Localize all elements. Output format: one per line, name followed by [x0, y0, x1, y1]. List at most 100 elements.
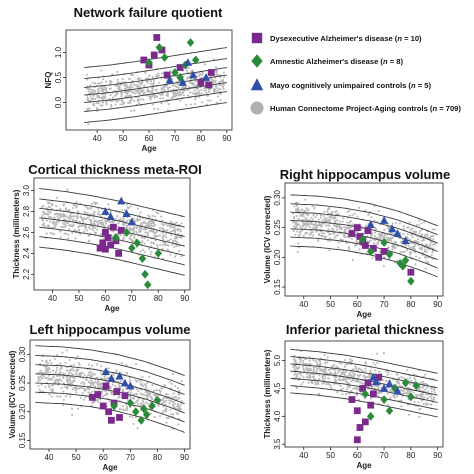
control-point: [321, 375, 324, 379]
control-point: [72, 380, 75, 383]
control-point: [92, 226, 95, 229]
control-point: [45, 219, 48, 222]
point-dys: [116, 414, 123, 421]
control-point: [295, 376, 298, 379]
control-point: [345, 381, 348, 384]
control-point: [341, 220, 344, 223]
control-point: [322, 214, 325, 217]
control-point: [97, 101, 100, 104]
control-point: [325, 372, 328, 375]
control-point: [55, 223, 58, 226]
control-point: [60, 379, 63, 382]
control-point: [128, 206, 131, 209]
control-point: [89, 370, 92, 373]
control-point: [338, 227, 342, 230]
control-point: [405, 226, 409, 229]
control-point: [379, 235, 382, 238]
point-dys: [104, 234, 112, 242]
control-point: [299, 360, 302, 363]
control-point: [302, 368, 305, 371]
control-point: [128, 415, 132, 418]
point-amn: [380, 395, 388, 404]
control-point: [184, 89, 187, 92]
control-point: [104, 93, 107, 96]
control-point: [325, 368, 328, 371]
control-point: [322, 219, 325, 222]
control-point: [190, 81, 193, 84]
control-point: [106, 219, 109, 223]
percentile-curve-3: [84, 82, 227, 103]
control-point: [414, 263, 417, 266]
control-point: [124, 95, 127, 98]
control-point: [64, 224, 67, 227]
control-point: [65, 208, 68, 211]
control-point: [123, 224, 126, 227]
control-point: [312, 370, 315, 373]
control-point: [422, 239, 425, 242]
point-mayo: [117, 196, 126, 205]
point-dys: [105, 408, 113, 416]
control-point: [414, 255, 418, 258]
control-point: [55, 222, 58, 225]
control-point: [89, 375, 92, 378]
control-point: [128, 78, 131, 81]
control-point: [120, 379, 123, 382]
control-point: [408, 413, 411, 416]
control-point: [42, 222, 45, 225]
control-point: [424, 373, 427, 376]
control-point: [345, 393, 348, 396]
control-point: [166, 224, 169, 227]
control-point: [172, 413, 175, 416]
control-point: [87, 123, 90, 126]
control-point: [107, 224, 110, 227]
control-point: [72, 204, 75, 207]
control-point: [300, 208, 304, 211]
control-point: [356, 215, 359, 218]
control-point: [89, 384, 92, 387]
control-point: [50, 384, 53, 387]
control-point: [321, 235, 324, 238]
control-point: [393, 396, 396, 399]
control-point: [209, 99, 212, 102]
control-point: [346, 386, 349, 389]
control-point: [174, 231, 177, 235]
control-point: [152, 225, 155, 228]
control-point: [164, 85, 168, 88]
y-axis-label: NFQ: [44, 72, 53, 89]
panel-title: Cortical thickness meta-ROI: [28, 162, 201, 177]
point-dys: [197, 79, 205, 86]
control-point: [177, 423, 180, 426]
control-point: [45, 359, 48, 362]
control-point: [63, 372, 67, 376]
control-point: [49, 371, 52, 374]
control-point: [351, 375, 354, 378]
control-point: [112, 374, 115, 377]
control-point: [177, 402, 180, 406]
control-point: [216, 87, 219, 90]
control-point: [333, 376, 336, 379]
control-point: [430, 253, 433, 257]
point-dys: [96, 244, 104, 252]
control-point: [152, 242, 156, 245]
control-point: [186, 89, 189, 92]
control-point: [415, 223, 418, 227]
control-point: [410, 379, 413, 382]
point-amn: [358, 235, 367, 244]
control-point: [419, 407, 422, 410]
control-point: [331, 227, 334, 230]
control-point: [328, 249, 331, 252]
panel-1: 40 50 60 70 80 90 0.0 0.5 1.0 Age NFQ Network failu…: [44, 5, 233, 153]
control-point: [61, 403, 65, 407]
control-point: [178, 90, 181, 93]
control-point: [155, 389, 159, 392]
control-point: [354, 365, 357, 368]
control-point: [144, 383, 147, 386]
control-point: [126, 408, 129, 411]
control-point: [312, 359, 315, 362]
control-point: [320, 223, 323, 226]
control-point: [337, 241, 340, 244]
control-point: [46, 369, 49, 372]
control-point: [177, 397, 180, 400]
control-point: [424, 393, 427, 396]
control-point: [146, 222, 149, 226]
